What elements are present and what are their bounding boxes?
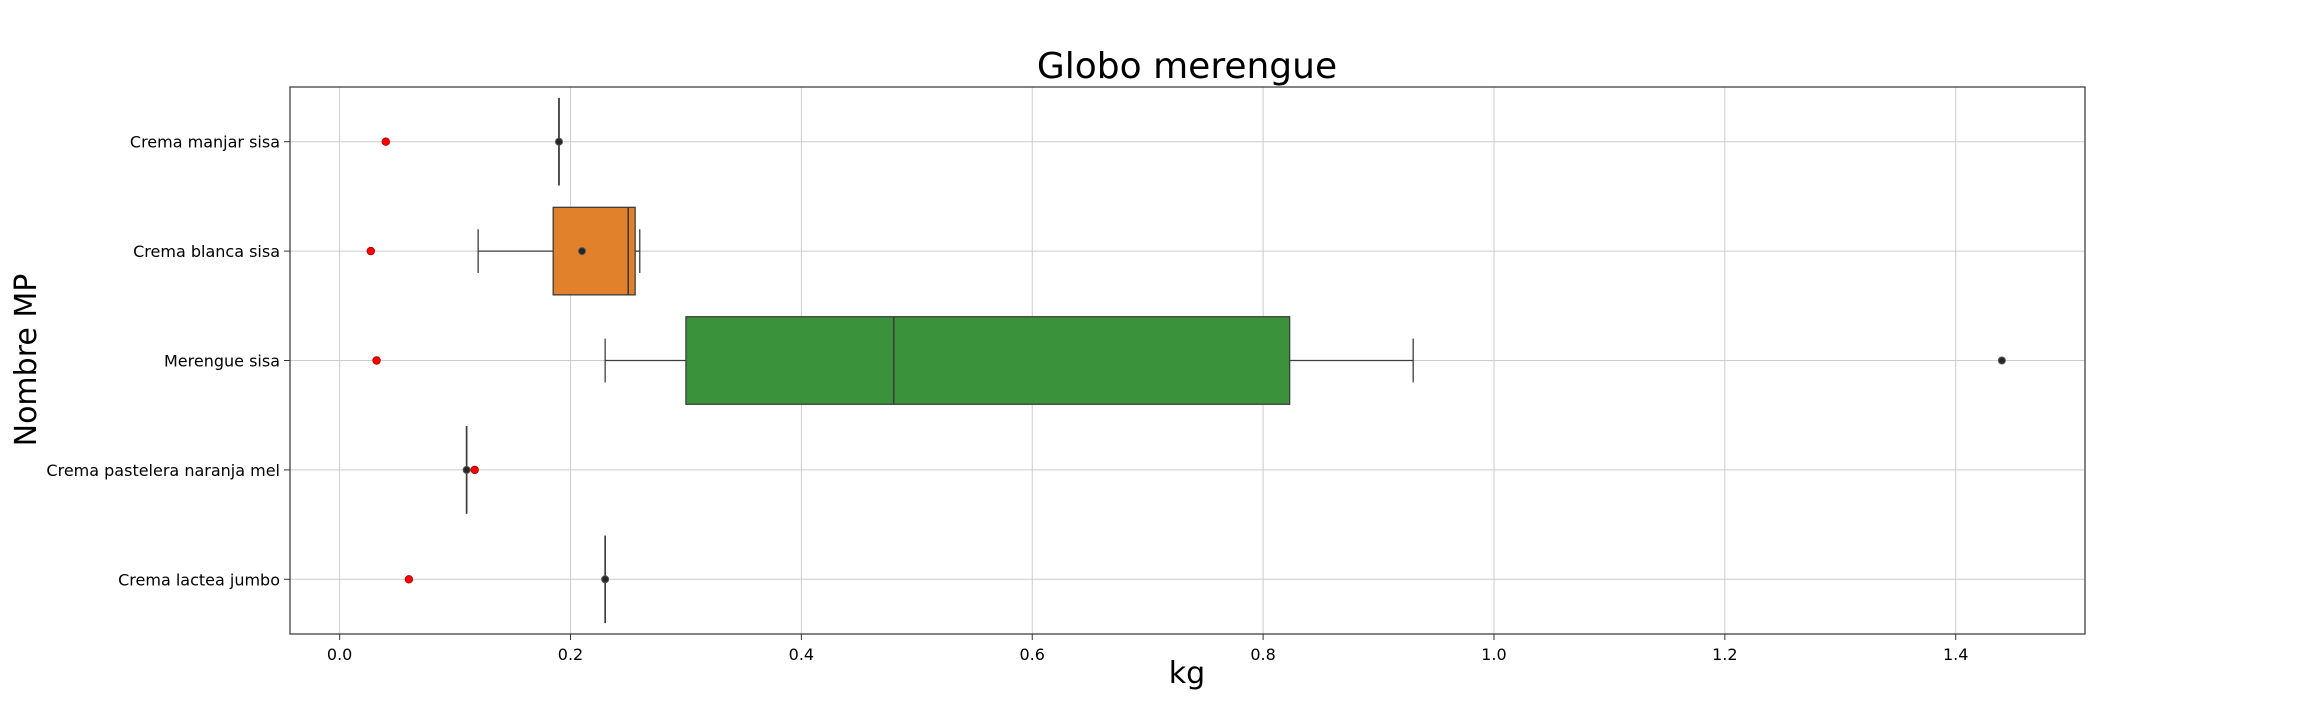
x-tick-label: 1.4 [1943,645,1968,664]
x-axis-ticks: 0.0 0.2 0.4 0.6 0.8 1.0 1.2 1.4 [327,634,1968,664]
outlier-point [554,137,563,146]
box [552,206,636,296]
points [366,137,2006,584]
x-axis-label: kg [1169,656,1205,691]
y-axis-ticks: Crema manjar sisa Crema blanca sisa Mereng… [46,133,290,589]
outlier-point [462,465,471,474]
red-point [381,137,391,146]
x-tick-label: 0.0 [327,645,352,664]
outlier-point [601,575,610,584]
box [685,316,1291,405]
x-tick-label: 0.6 [1020,645,1045,664]
outlier-point [1997,356,2006,365]
x-tick-label: 0.8 [1250,645,1275,664]
y-tick-label: Crema manjar sisa [130,133,280,152]
y-tick-label: Crema blanca sisa [133,242,280,261]
x-tick-label: 0.4 [789,645,814,664]
y-axis-label: Nombre MP [9,274,44,447]
x-tick-label: 1.0 [1481,645,1506,664]
outlier-point [578,247,587,256]
y-tick-label: Crema lactea jumbo [118,570,280,589]
red-point [404,575,414,584]
chart-title: Globo merengue [1037,46,1337,87]
x-tick-label: 0.2 [558,645,583,664]
y-tick-label: Merengue sisa [164,352,280,371]
red-point [470,465,479,475]
y-tick-label: Crema pastelera naranja mel [46,461,280,480]
red-point [366,246,376,256]
grid [290,87,2085,634]
red-point [372,356,381,365]
x-tick-label: 1.2 [1712,645,1737,664]
boxes [465,97,1414,624]
